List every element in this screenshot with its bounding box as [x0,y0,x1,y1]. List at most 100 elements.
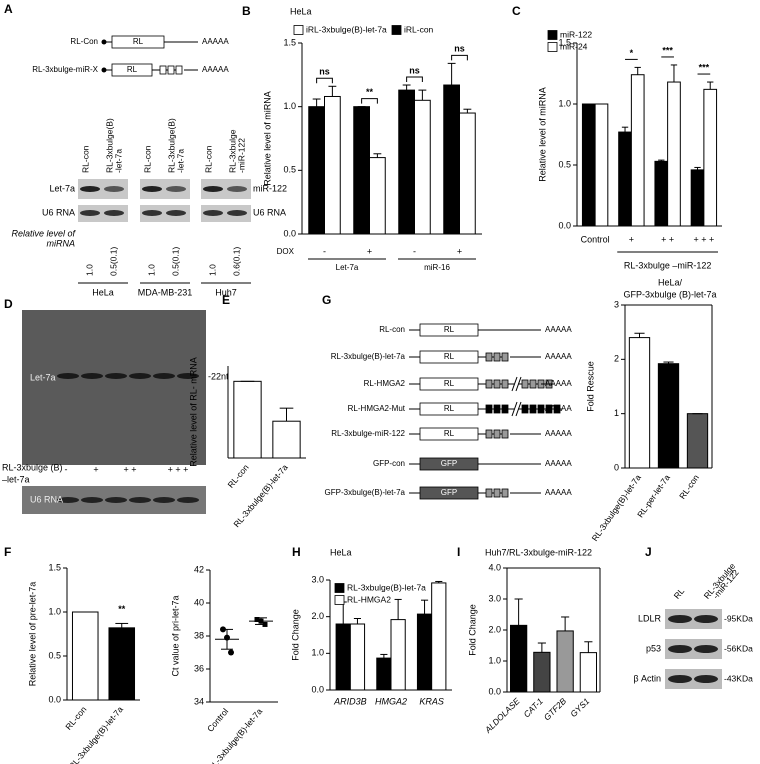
row-label: DOX [277,247,295,256]
y-tick-label: 3.0 [311,574,324,584]
bar [703,88,718,227]
annotation: ns [409,65,420,75]
chart-title: HeLa/ [658,277,683,287]
y-axis-label: Relative level of RL- mRNA [188,357,198,467]
poly-a: AAAAA [545,404,572,413]
lane-label: RL [672,586,687,601]
annotation: ** [366,87,374,97]
panel-letter: A [4,2,13,16]
x-tick-label: HMGA2 [375,696,407,706]
y-axis-label: Fold Change [290,609,300,661]
binding-site [493,429,501,439]
y-tick-label: 0 [614,462,619,472]
poly-a: AAAAA [545,429,572,438]
binding-site [501,379,509,389]
band-label: LDLR [638,613,662,623]
bar [398,89,415,235]
blot [78,179,128,199]
orf-label: GFP [441,488,457,497]
construct-name: GFP-3xbulge(B)-let-7a [325,488,406,497]
annotation: ** [118,604,126,614]
lane-label: RL-3xbulge [227,129,237,173]
y-tick-label: 40 [194,597,204,607]
binding-site [485,379,493,389]
bar [390,619,406,691]
x-tick-label: KRAS [419,696,444,706]
panel-letter: B [242,4,251,18]
construct-name: RL-3xbulge-miR-X [32,65,98,74]
y-tick-label: 1.0 [558,98,571,108]
blot [140,205,190,222]
x-tick-label: - [413,246,416,256]
bar [349,623,366,691]
y-tick-label: 1.0 [48,606,61,616]
y-tick-label: 1.5 [558,37,571,47]
band [105,497,127,503]
bar [581,103,596,227]
panel-letter: F [4,545,11,559]
lane-label: -miR-122 [236,138,246,173]
legend-swatch [334,583,345,593]
band [142,210,162,216]
y-axis-label: Fold Rescue [585,361,595,412]
band [81,373,103,379]
y-tick-label: 1 [614,408,619,418]
cell-line: MDA-MB-231 [138,287,193,297]
error-bar [634,332,645,338]
bar [369,157,386,235]
band [227,210,247,216]
y-tick-label: 0.5 [558,159,571,169]
y-tick-label: 1.0 [283,101,296,111]
x-tick-label: + + [661,234,674,244]
band [227,186,247,192]
bar [376,657,392,691]
poly-a: AAAAA [202,65,229,74]
poly-a: AAAAA [545,352,572,361]
band [105,373,127,379]
band [668,615,692,623]
chart-title: HeLa [330,547,352,557]
cell-line: Huh7 [215,287,237,297]
size-marker: -22nt [208,371,229,381]
y-tick-label: 0.0 [311,684,324,694]
size-marker: -56KDa [724,643,753,653]
construct-name: RL-HMGA2 [364,379,406,388]
band [80,210,100,216]
error-bar [663,361,674,364]
error-bar [514,598,523,626]
x-tick-label: RL-3xbulge(B)-let-7a [590,472,644,543]
error-bar [420,599,429,615]
legend-label: iRL-con [404,24,434,34]
construct-name: RL-3xbulge(B)-let-7a [331,352,406,361]
error-bar [115,622,129,628]
band [153,497,175,503]
band [694,615,718,623]
blot [78,205,128,222]
binding-site [529,379,537,389]
orf-label: RL [444,379,455,388]
y-axis-label: Fold Change [467,604,477,656]
bar [272,420,301,459]
binding-site [167,65,175,75]
error-bar [394,598,402,620]
bracket [361,98,378,104]
error-bar [339,601,347,624]
bar [416,613,433,691]
x-tick-label: ALDOLASE [482,696,522,736]
x-tick-label: + [457,246,462,256]
binding-site [485,429,493,439]
error-bar [221,628,233,650]
panel-letter: E [222,293,230,307]
binding-site [521,404,529,414]
y-tick-label: 0.0 [558,220,571,230]
bar [509,624,528,693]
binding-site [485,488,493,498]
y-axis-label: Relative level of pre-let-7a [27,582,37,687]
error-bar [537,642,546,653]
y-tick-label: 2 [614,354,619,364]
legend-swatch [547,42,558,52]
cell-line: HeLa [92,287,114,297]
bar [353,106,370,235]
panel-letter: J [645,545,652,559]
